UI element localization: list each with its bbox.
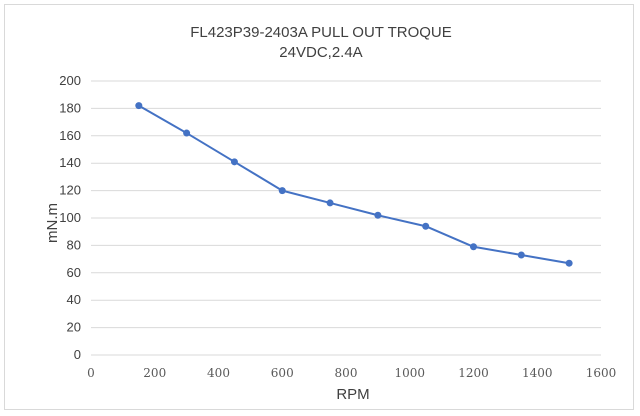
x-tick-label: 1600 [586, 366, 617, 380]
y-tick-label: 60 [67, 265, 81, 280]
y-axis-label: mN.m [44, 203, 61, 243]
pull-out-torque-chart: FL423P39-2403A PULL OUT TROQUE 24VDC,2.4… [44, 24, 616, 403]
x-tick-label: 200 [143, 366, 166, 380]
series-line [138, 104, 570, 265]
x-tick-label: 1000 [394, 366, 425, 380]
y-tick-label: 120 [59, 183, 81, 198]
chart-subtitle: 24VDC,2.4A [279, 44, 362, 61]
data-point [470, 243, 477, 251]
x-tick-label: 400 [207, 366, 230, 380]
y-tick-label: 180 [59, 100, 81, 115]
series-group [135, 102, 573, 267]
x-axis-label: RPM [336, 386, 369, 403]
y-tick-label: 0 [74, 347, 81, 362]
x-tick-label: 0 [87, 366, 95, 380]
y-tick-label: 200 [59, 73, 81, 88]
data-point [565, 259, 573, 267]
y-tick-label: 40 [67, 292, 81, 307]
x-tick-label: 1400 [522, 366, 553, 380]
chart-title: FL423P39-2403A PULL OUT TROQUE [190, 24, 452, 41]
x-tick-label: 800 [335, 366, 358, 380]
data-point [230, 158, 238, 166]
data-point [326, 199, 334, 207]
y-tick-label: 20 [67, 320, 81, 335]
y-tick-label: 160 [59, 128, 81, 143]
y-tick-label: 140 [59, 155, 81, 170]
data-point [374, 211, 382, 219]
data-point [517, 251, 525, 259]
y-tick-label: 100 [59, 210, 81, 225]
gridlines [91, 80, 601, 356]
y-tick-label: 80 [67, 237, 81, 252]
data-point [135, 102, 143, 110]
data-point [183, 129, 191, 137]
x-tick-label: 1200 [458, 366, 489, 380]
y-tick-labels: 0 20 40 60 80 100 120 140 160 180 200 [59, 73, 81, 362]
chart-frame: FL423P39-2403A PULL OUT TROQUE 24VDC,2.4… [4, 4, 634, 410]
data-point [278, 187, 286, 195]
x-tick-label: 600 [271, 366, 294, 380]
data-point [422, 222, 430, 230]
x-tick-labels: 0 200 400 600 800 1000 1200 1400 1600 [87, 366, 616, 380]
